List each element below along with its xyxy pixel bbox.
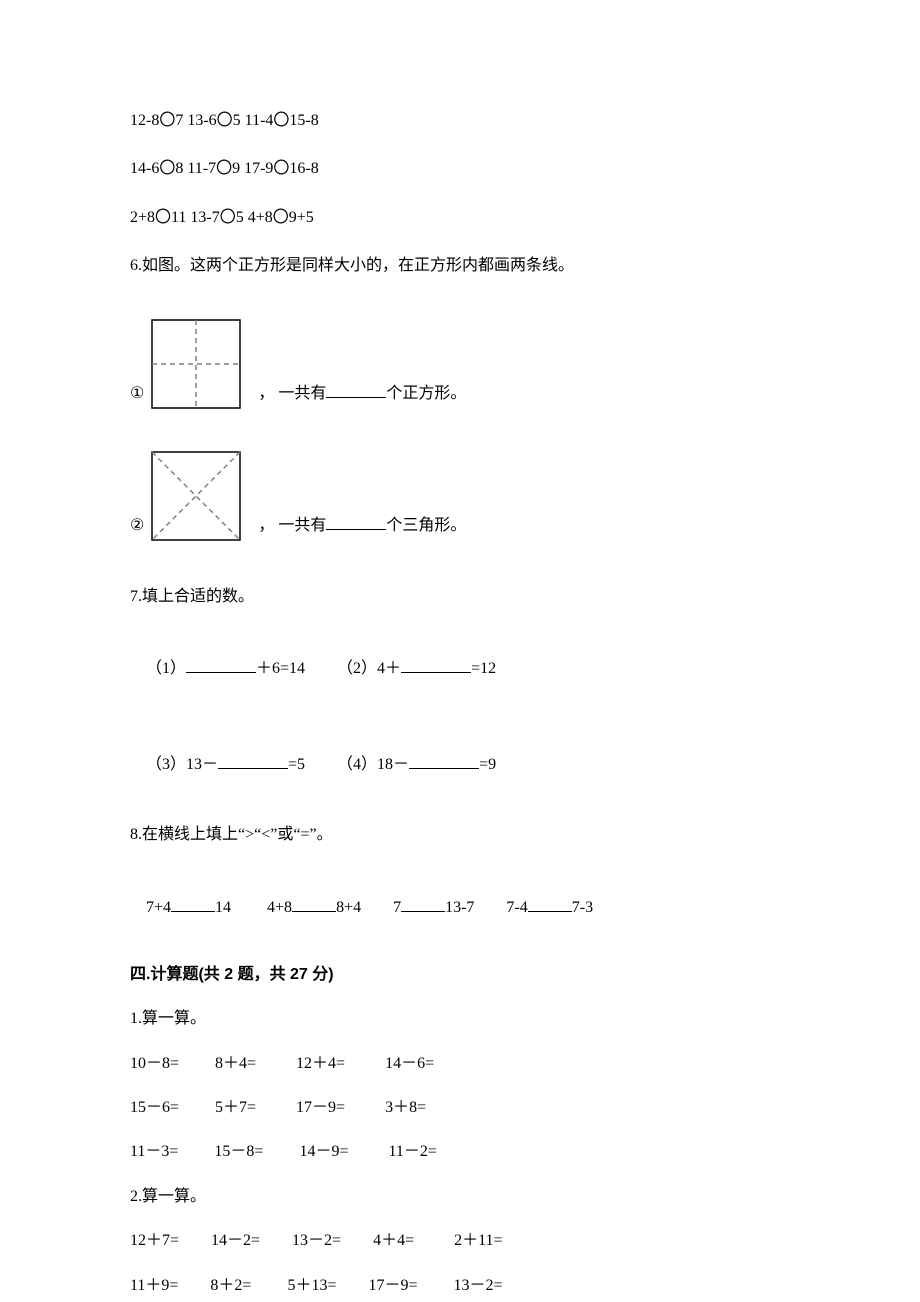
q6-item-2: ② ， 一共有 个三角形。 [130, 450, 790, 542]
compare-line-3: 2+8〇11 13-7〇5 4+8〇9+5 [130, 207, 790, 229]
q8-prompt: 8.在横线上填上“>“<”或“=”。 [130, 824, 790, 846]
q8-b3[interactable] [401, 895, 445, 912]
q6-text-2: ， 一共有 个三角形。 [258, 513, 466, 537]
q8-p4: 7 [393, 899, 401, 916]
q7-4-label: （4）18－ [337, 756, 409, 773]
q6-after-1: 个正方形。 [386, 385, 466, 402]
calc2-title: 2.算一算。 [130, 1186, 790, 1208]
compare-line-1: 12-8〇7 13-6〇5 11-4〇15-8 [130, 110, 790, 132]
q7-gap-2 [305, 756, 337, 773]
q8-p5: 13-7 [445, 899, 474, 916]
q7-2-tail: =12 [471, 660, 496, 677]
q7-3-tail: =5 [288, 756, 305, 773]
q6-item-1: ① ， 一共有 个正方形。 [130, 318, 790, 410]
q8-b2[interactable] [292, 895, 336, 912]
calc1-title: 1.算一算。 [130, 1008, 790, 1030]
q6-after-2: 个三角形。 [386, 517, 466, 534]
q6-figure-1 [150, 318, 242, 410]
calc2-row-1: 11＋9= 8＋2= 5＋13= 17－9= 13－2= [130, 1275, 790, 1297]
q8-p1: 14 [215, 899, 231, 916]
q6-marker-1: ① [130, 383, 144, 405]
calc1-row-2: 11－3= 15－8= 14－9= 11－2= [130, 1141, 790, 1163]
q7-row-1: （1） ＋6=14 （2）4＋ =12 [130, 634, 790, 703]
q7-4-tail: =9 [479, 756, 496, 773]
q7-3-label: （3）13－ [146, 756, 218, 773]
q8-g2 [361, 899, 393, 916]
q8-p2: 4+8 [267, 899, 292, 916]
q8-row: 7+4 14 4+8 8+4 7 13-7 7-4 7-3 [130, 873, 790, 942]
section-4-heading: 四.计算题(共 2 题，共 27 分) [130, 964, 790, 986]
calc1-row-0: 10－8= 8＋4= 12＋4= 14－6= [130, 1053, 790, 1075]
q7-2-label: （2）4＋ [337, 660, 401, 677]
q7-row-2: （3）13－ =5 （4）18－ =9 [130, 729, 790, 798]
q6-prompt: 6.如图。这两个正方形是同样大小的，在正方形内都画两条线。 [130, 255, 790, 277]
q8-p3: 8+4 [336, 899, 361, 916]
q7-prompt: 7.填上合适的数。 [130, 586, 790, 608]
q8-p7: 7-3 [572, 899, 593, 916]
q6-blank-2[interactable] [326, 513, 386, 530]
compare-line-2: 14-6〇8 11-7〇9 17-9〇16-8 [130, 158, 790, 180]
q8-g3 [474, 899, 506, 916]
q6-blank-1[interactable] [326, 381, 386, 398]
q7-1-tail: ＋6=14 [256, 660, 305, 677]
calc2-row-0: 12＋7= 14－2= 13－2= 4＋4= 2＋11= [130, 1230, 790, 1252]
calc1-row-1: 15－6= 5＋7= 17－9= 3＋8= [130, 1097, 790, 1119]
q7-3-blank[interactable] [218, 752, 288, 769]
q8-p6: 7-4 [506, 899, 527, 916]
q7-gap [305, 660, 337, 677]
q7-1-blank[interactable] [186, 656, 256, 673]
q6-before-2: ， 一共有 [258, 517, 326, 534]
q7-2-blank[interactable] [401, 656, 471, 673]
q8-b1[interactable] [171, 895, 215, 912]
q6-marker-2: ② [130, 515, 144, 537]
q6-before-1: ， 一共有 [258, 385, 326, 402]
q8-b4[interactable] [528, 895, 572, 912]
page-root: 12-8〇7 13-6〇5 11-4〇15-8 14-6〇8 11-7〇9 17… [0, 0, 920, 1302]
q7-1-label: （1） [146, 660, 186, 677]
q7-4-blank[interactable] [409, 752, 479, 769]
q6-figure-2 [150, 450, 242, 542]
q8-p0: 7+4 [146, 899, 171, 916]
q8-g1 [231, 899, 267, 916]
q6-text-1: ， 一共有 个正方形。 [258, 381, 466, 405]
